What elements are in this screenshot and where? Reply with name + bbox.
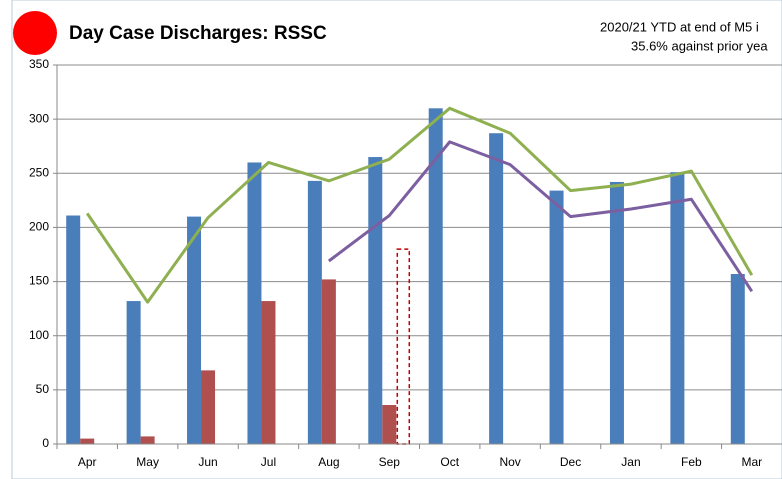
bar <box>609 181 624 444</box>
x-tick-label: Oct <box>440 455 459 469</box>
y-tick-label: 350 <box>29 57 49 71</box>
y-tick-label: 300 <box>29 111 49 125</box>
x-tick-label: Jul <box>261 455 276 469</box>
status-dot <box>13 11 57 55</box>
bar <box>549 190 564 444</box>
bar <box>368 157 383 445</box>
y-tick-label: 0 <box>42 436 49 450</box>
chart-title: Day Case Discharges: RSSC <box>69 23 327 44</box>
x-tick-label: Jun <box>198 455 217 469</box>
x-tick-label: Aug <box>318 455 339 469</box>
x-tick-label: Nov <box>499 455 520 469</box>
bar <box>670 172 685 444</box>
y-tick-label: 50 <box>36 382 50 396</box>
bar <box>201 370 216 444</box>
y-tick-label: 200 <box>29 220 49 234</box>
bar <box>187 216 202 444</box>
y-tick-label: 100 <box>29 328 49 342</box>
annotation: 35.6% against prior yea <box>631 38 768 53</box>
x-tick-label: Feb <box>681 455 702 469</box>
bar <box>261 301 276 444</box>
bar <box>489 133 504 444</box>
y-tick-label: 150 <box>29 274 49 288</box>
bar <box>307 180 322 444</box>
x-tick-label: Dec <box>560 455 581 469</box>
line <box>85 106 754 304</box>
bar <box>247 162 262 444</box>
bar <box>382 405 397 444</box>
bar <box>730 273 745 444</box>
annotation: 2020/21 YTD at end of M5 i <box>600 19 759 34</box>
x-tick-label: May <box>136 455 159 469</box>
bar <box>140 436 155 444</box>
x-tick-label: Jan <box>621 455 640 469</box>
x-tick-label: Sep <box>379 455 401 469</box>
bar <box>80 438 95 444</box>
bar <box>428 108 443 445</box>
x-tick-label: Mar <box>741 455 762 469</box>
line <box>327 140 754 293</box>
x-tick-label: Apr <box>78 455 97 469</box>
y-tick-label: 250 <box>29 165 49 179</box>
bar <box>126 301 141 444</box>
bar <box>66 215 81 444</box>
bar <box>321 279 336 444</box>
